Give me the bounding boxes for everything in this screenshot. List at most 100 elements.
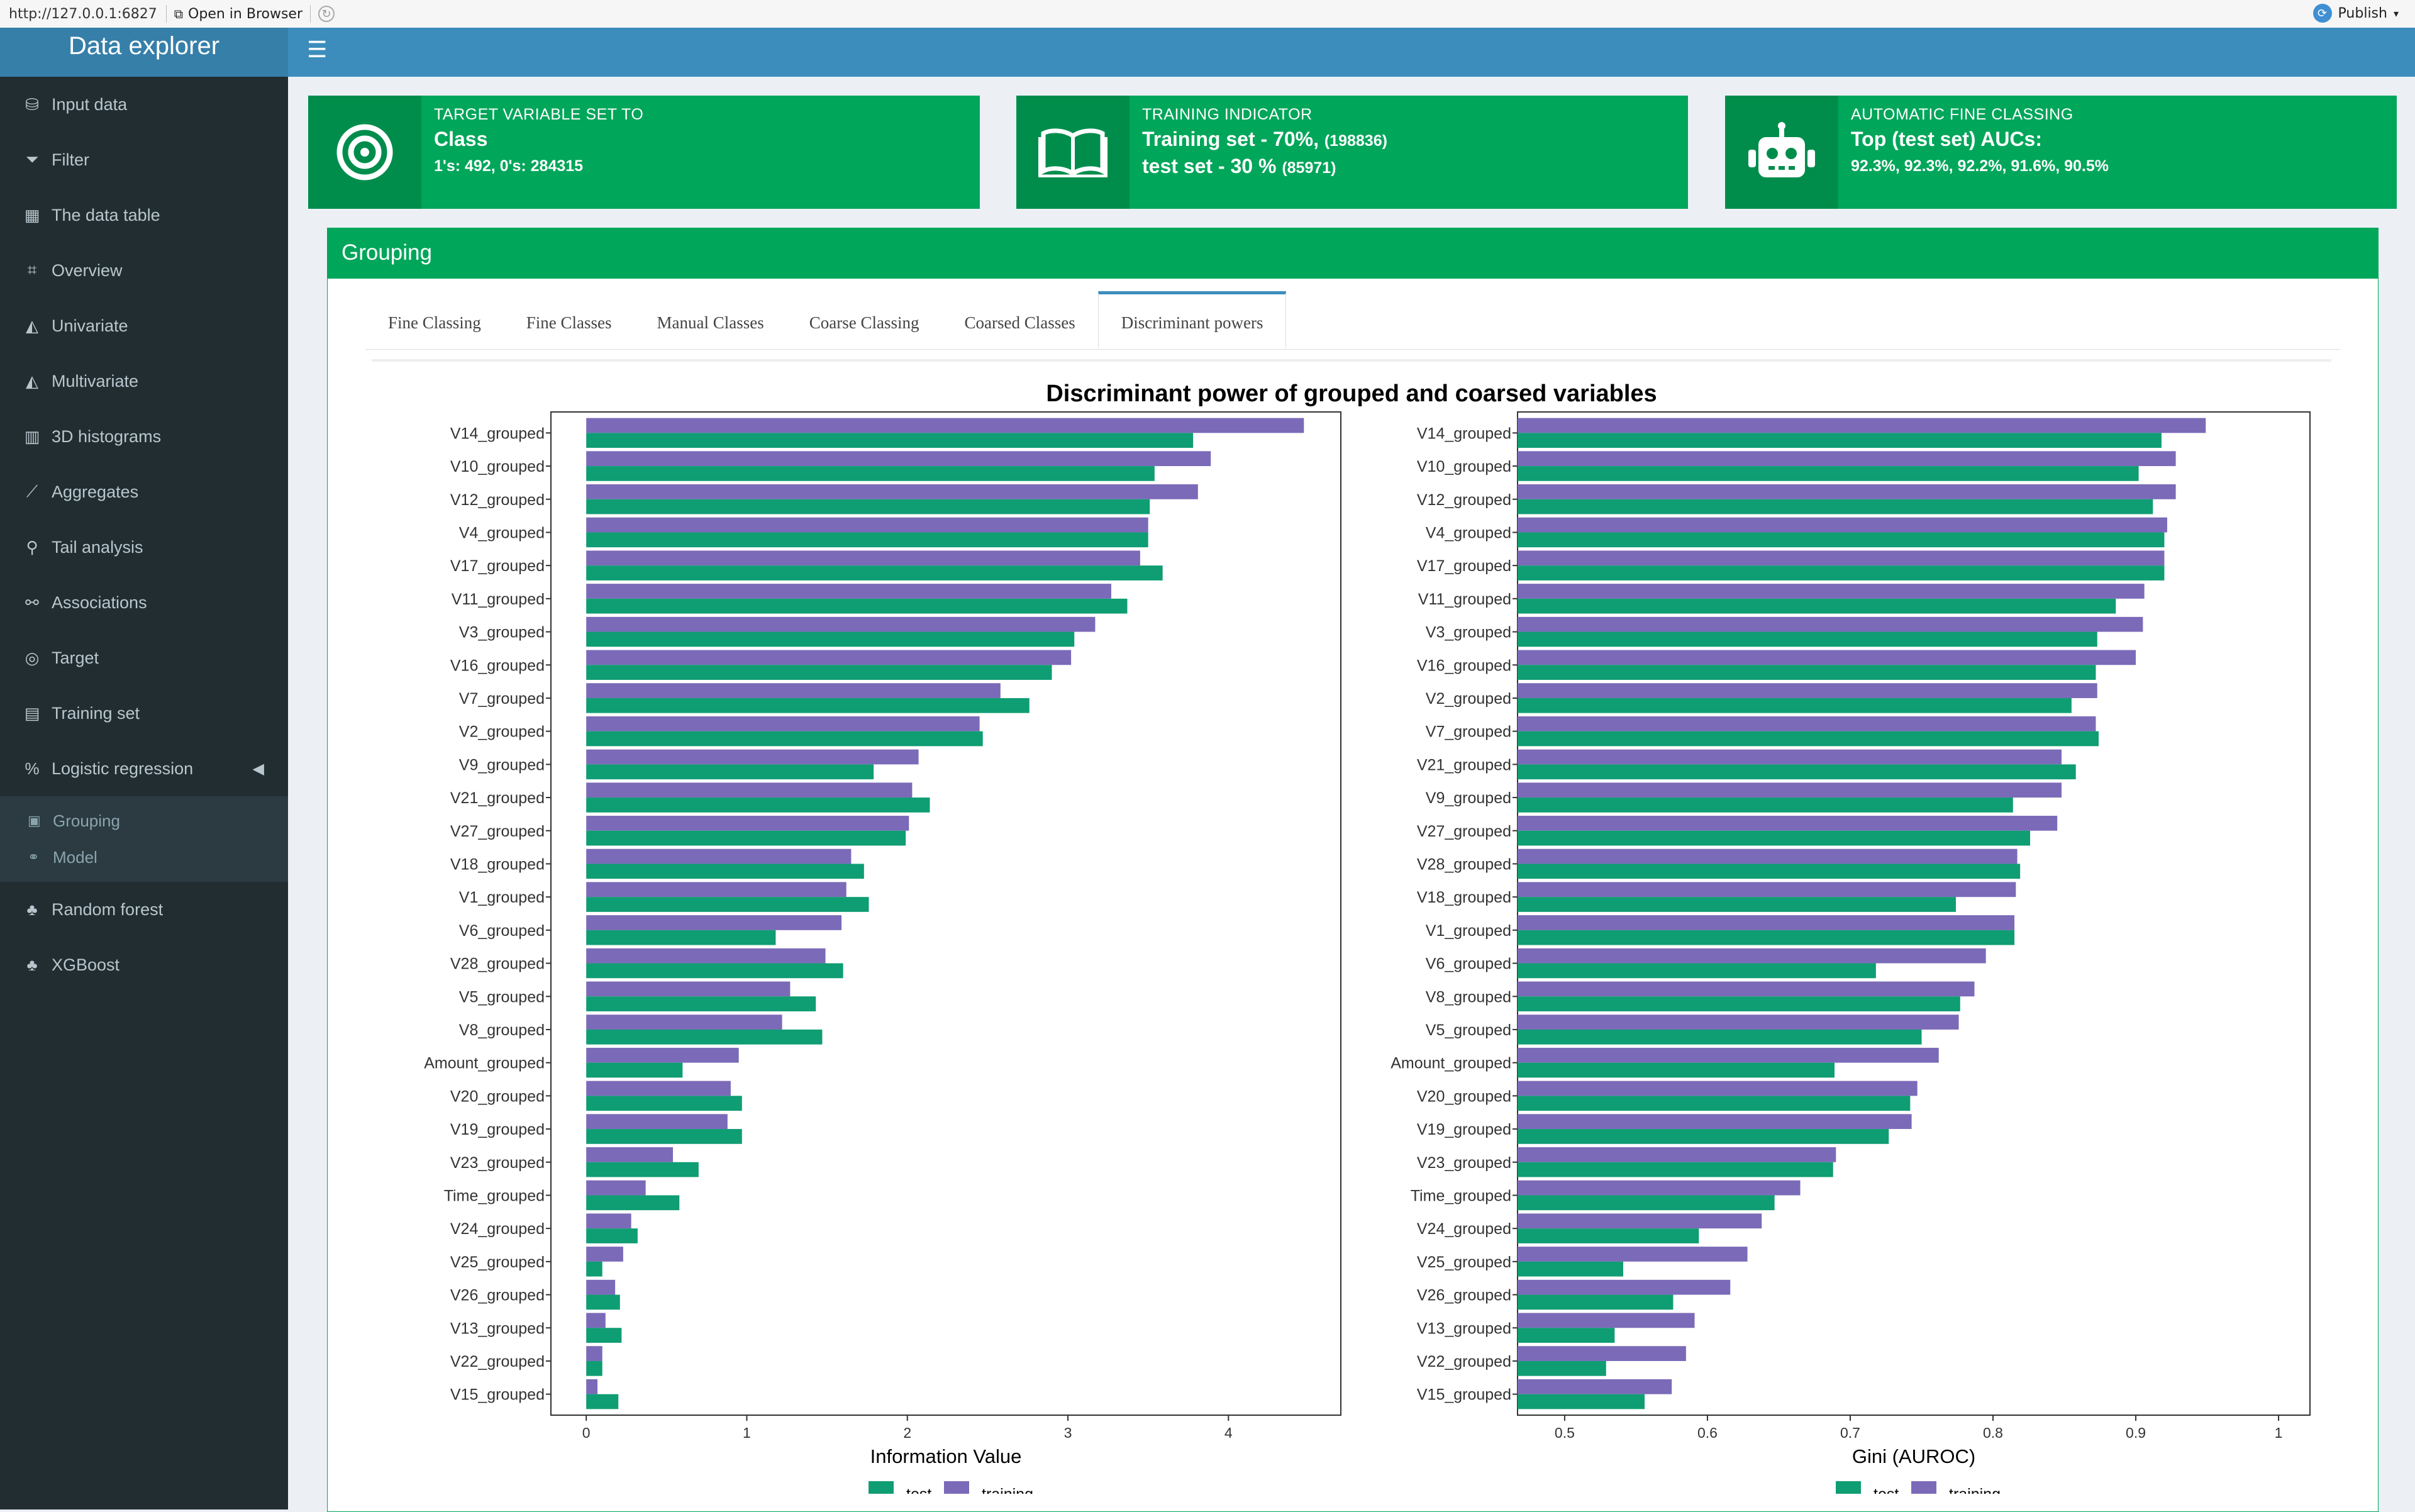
open-in-browser-label: Open in Browser [188, 6, 303, 22]
y-tick-label: V12_grouped [450, 491, 545, 509]
sidebar-item-tail-analysis[interactable]: ⚲ Tail analysis [0, 520, 288, 575]
bar-test [586, 963, 843, 979]
sidebar-item-xgboost[interactable]: ♣ XGBoost [0, 937, 288, 992]
y-tick-label: V6_grouped [1426, 955, 1511, 973]
bar-test [1518, 598, 2116, 614]
bar-training [1518, 749, 2062, 765]
x-tick-label: 0 [582, 1425, 591, 1441]
y-tick-label: V1_grouped [459, 889, 545, 906]
y-tick-label: V11_grouped [1418, 591, 1511, 608]
y-tick-label: V21_grouped [450, 789, 545, 807]
sidebar-item-target[interactable]: ◎ Target [0, 630, 288, 686]
url-text[interactable]: http://127.0.0.1:6827 [9, 6, 157, 22]
bar-test [586, 1294, 620, 1310]
bar-test [1518, 930, 2015, 945]
y-tick-label: V7_grouped [1426, 723, 1511, 741]
bar-training [1518, 1114, 1912, 1130]
info-box-value: Training set - 70%, (198836) [1142, 128, 1675, 151]
tab-coarsed-classes[interactable]: Coarsed Classes [964, 313, 1075, 332]
sidebar-item-label: Aggregates [52, 482, 139, 501]
chevron-down-icon: ▾ [2393, 7, 2399, 19]
y-tick-label: V28_grouped [450, 955, 545, 973]
bullseye-icon: ◎ [25, 648, 40, 667]
training-share: Training set - 70%, [1142, 128, 1319, 150]
sidebar-item-logistic-regression[interactable]: % Logistic regression ◀ [0, 741, 288, 796]
sidebar-item-3d-histograms[interactable]: ▥ 3D histograms [0, 409, 288, 464]
sidebar-subitem-model[interactable]: ⚭ Model [0, 839, 288, 876]
bar-training [1518, 1346, 1686, 1361]
bar-training [586, 1247, 623, 1262]
open-in-browser-button[interactable]: ⧉ Open in Browser [167, 6, 310, 22]
bar-test [1518, 665, 2096, 680]
y-tick-label: V13_grouped [1417, 1320, 1511, 1337]
y-tick-label: V19_grouped [1417, 1121, 1511, 1138]
x-tick-label: 0.6 [1697, 1425, 1718, 1441]
bar-training [1518, 1014, 1959, 1030]
bar-test [1518, 731, 2099, 747]
bar-test [586, 1228, 638, 1243]
bar-test [586, 466, 1155, 481]
percent-icon: % [25, 759, 40, 778]
x-tick-label: 0.5 [1555, 1425, 1575, 1441]
refresh-icon[interactable]: ↻ [318, 6, 335, 22]
x-tick-label: 0.7 [1840, 1425, 1860, 1441]
bar-training [1518, 981, 1975, 997]
bar-training [586, 517, 1148, 533]
y-tick-label: V4_grouped [459, 524, 545, 542]
publish-button[interactable]: ⟳ Publish ▾ [2312, 4, 2399, 23]
y-tick-label: V15_grouped [450, 1386, 545, 1404]
sidebar-item-aggregates[interactable]: ⟋ Aggregates [0, 464, 288, 520]
sidebar-item-label: Associations [52, 592, 147, 612]
sidebar-item-the-data-table[interactable]: ▦ The data table [0, 187, 288, 243]
y-tick-label: V14_grouped [450, 425, 545, 442]
sidebar-item-overview[interactable]: ⌗ Overview [0, 243, 288, 298]
bar-test [1518, 698, 2072, 713]
sitemap-icon: ⚯ [25, 592, 39, 612]
bar-test [1518, 897, 1956, 912]
info-box-detail: 92.3%, 92.3%, 92.2%, 91.6%, 90.5% [1851, 157, 2109, 175]
bar-test [586, 433, 1194, 448]
tab-coarse-classing[interactable]: Coarse Classing [809, 313, 919, 332]
y-tick-label: V5_grouped [459, 988, 545, 1006]
sidebar-item-random-forest[interactable]: ♣ Random forest [0, 882, 288, 937]
bar-training [1518, 550, 2165, 566]
tab-discriminant-powers[interactable]: Discriminant powers [1097, 291, 1287, 348]
tab-fine-classes[interactable]: Fine Classes [526, 313, 612, 332]
sidebar-item-associations[interactable]: ⚯ Associations [0, 575, 288, 630]
bar-training [1518, 882, 2016, 898]
app-title[interactable]: Data explorer [0, 28, 288, 77]
sidebar-toggle-icon[interactable]: ☰ [307, 36, 328, 62]
sidebar-item-training-set[interactable]: ▤ Training set [0, 686, 288, 741]
bar-training [1518, 1313, 1695, 1328]
x-tick-label: 0.9 [2126, 1425, 2146, 1441]
sidebar-item-filter[interactable]: ⏷ Filter [0, 132, 288, 187]
sidebar-subitem-grouping[interactable]: ▣ Grouping [0, 803, 288, 839]
sidebar-item-input-data[interactable]: ⛁ Input data [0, 77, 288, 132]
bar-test [586, 1029, 823, 1045]
y-tick-label: V27_grouped [450, 823, 545, 840]
grouping-tabs: Fine Classing Fine Classes Manual Classes C… [365, 291, 2340, 348]
tab-fine-classing[interactable]: Fine Classing [388, 313, 481, 332]
sidebar-item-label: XGBoost [52, 955, 120, 974]
bar-test [1518, 532, 2165, 548]
y-tick-label: V26_grouped [1417, 1287, 1511, 1304]
bar-training [1518, 1047, 1939, 1063]
publish-icon: ⟳ [2312, 4, 2332, 23]
bar-training [1518, 716, 2096, 731]
tab-manual-classes[interactable]: Manual Classes [657, 313, 764, 332]
x-tick-label: 4 [1224, 1425, 1233, 1441]
bar-training [1518, 915, 2015, 930]
sidebar-menu-lower: ♣ Random forest ♣ XGBoost [0, 882, 288, 992]
y-tick-label: V11_grouped [452, 591, 545, 608]
bar-training [1518, 418, 2206, 433]
bar-test [1518, 565, 2165, 581]
sidebar-subitem-label: Grouping [53, 811, 120, 830]
y-tick-label: V23_grouped [450, 1154, 545, 1172]
sidebar-item-multivariate[interactable]: ◭ Multivariate [0, 353, 288, 409]
sidebar-item-univariate[interactable]: ◭ Univariate [0, 298, 288, 353]
test-share: test set - 30 % [1142, 155, 1277, 177]
y-tick-label: V24_grouped [1417, 1220, 1511, 1238]
bar-test [586, 532, 1148, 548]
line-chart-icon: ⟋ [26, 482, 38, 501]
info-box-caption: TRAINING INDICATOR [1142, 106, 1313, 123]
